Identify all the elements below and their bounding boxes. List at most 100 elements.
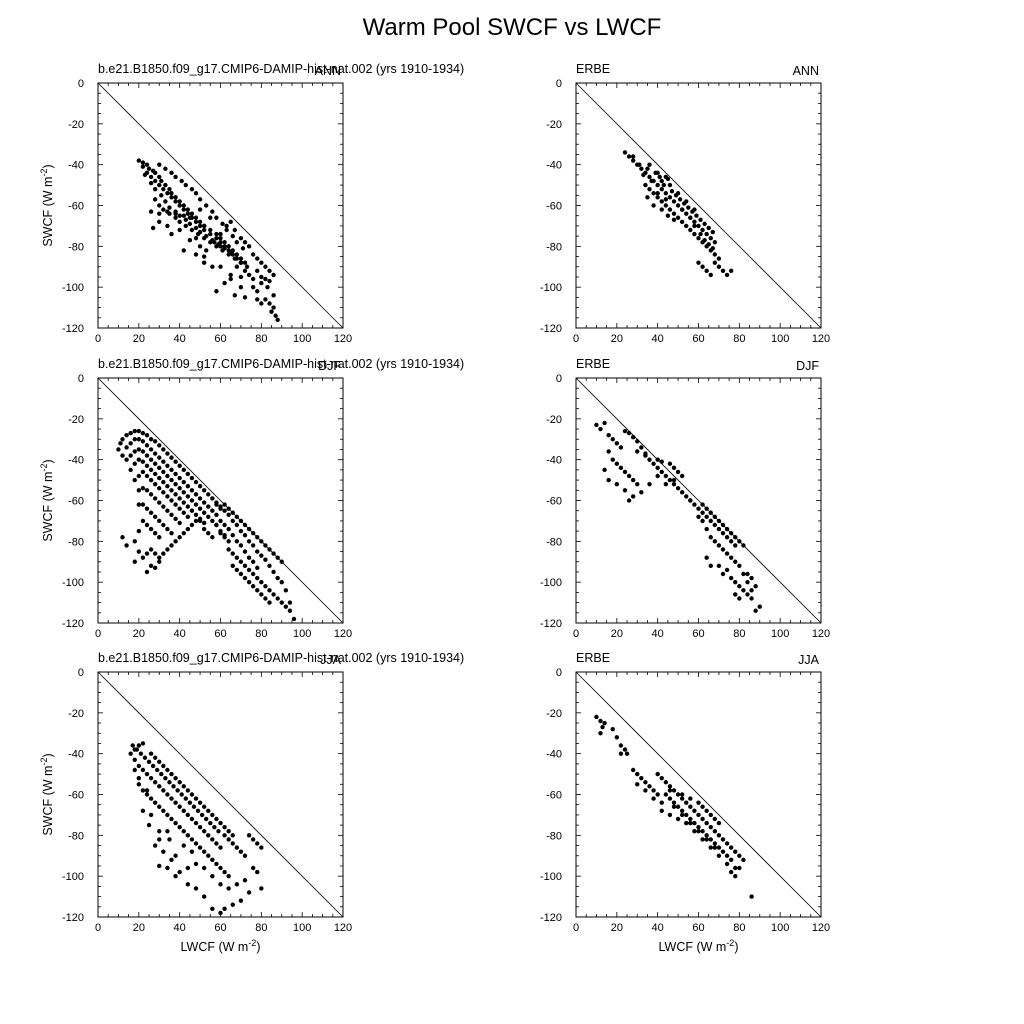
scatter-point <box>148 547 154 552</box>
scatter-point <box>197 219 203 225</box>
scatter-point <box>183 223 188 229</box>
scatter-point <box>144 569 150 575</box>
scatter-point <box>675 816 681 822</box>
scatter-point <box>696 260 701 265</box>
scatter-point <box>169 816 174 822</box>
scatter-point <box>663 481 669 487</box>
scatter-point <box>152 530 158 536</box>
y-tick-label: 0 <box>78 78 84 90</box>
scatter-point <box>214 502 219 507</box>
scatter-point <box>201 865 207 871</box>
scatter-point <box>246 890 252 895</box>
scatter-point <box>712 816 718 822</box>
scatter-point <box>201 223 207 229</box>
scatter-point <box>238 260 244 265</box>
scatter-point <box>728 530 734 536</box>
scatter-point <box>647 162 652 167</box>
scatter-point <box>132 539 137 544</box>
scatter-point <box>140 741 146 746</box>
scatter-point <box>275 555 280 560</box>
scatter-point <box>704 808 709 814</box>
scatter-point <box>181 479 186 485</box>
scatter-point <box>152 451 158 456</box>
scatter-point <box>193 861 199 867</box>
scatter-point <box>704 555 709 560</box>
scatter-point <box>120 453 125 458</box>
scatter-point <box>724 535 730 540</box>
scatter-point <box>169 191 174 196</box>
scatter-point <box>228 276 233 282</box>
scatter-point <box>649 178 654 184</box>
scatter-point <box>169 512 174 517</box>
scatter-point <box>255 256 260 261</box>
scatter-point <box>201 500 207 505</box>
scatter-point <box>238 898 244 903</box>
scatter-point <box>201 849 207 854</box>
scatter-point <box>152 481 158 487</box>
scatter-point <box>618 743 624 748</box>
scatter-point <box>626 473 632 479</box>
scatter-point <box>671 481 677 487</box>
scatter-point <box>291 616 297 622</box>
scatter-point <box>218 506 223 511</box>
y-tick-label: -100 <box>540 282 562 294</box>
scatter-point <box>185 788 191 793</box>
scatter-point <box>665 213 671 218</box>
scatter-point <box>244 264 250 269</box>
scatter-point <box>210 518 215 524</box>
x-tick-label: 0 <box>573 628 579 640</box>
scatter-point <box>197 800 203 805</box>
scatter-point <box>161 459 166 464</box>
scatter-point <box>733 865 738 871</box>
scatter-point <box>630 477 636 483</box>
x-tick-label: 80 <box>733 628 745 640</box>
scatter-point <box>712 522 718 528</box>
scatter-point <box>238 274 244 280</box>
scatter-point <box>169 231 174 237</box>
scatter-point <box>152 197 158 202</box>
scatter-point <box>667 195 673 200</box>
scatter-point <box>228 219 233 225</box>
scatter-point <box>700 837 705 842</box>
scatter-point <box>220 248 225 253</box>
scatter-point <box>163 199 168 204</box>
scatter-point <box>655 191 660 196</box>
scatter-point <box>688 498 693 503</box>
scatter-point <box>148 209 154 214</box>
scatter-point <box>622 428 628 434</box>
scatter-point <box>150 225 156 231</box>
scatter-point <box>283 588 289 593</box>
scatter-point <box>655 771 660 777</box>
scatter-point <box>626 498 632 503</box>
scatter-point <box>667 788 673 793</box>
panel-ann-erbe: 0 20 40 60 80 100 120 0 -20 -40 -60 -80 -100 -120 ERBE… <box>540 62 830 345</box>
scatter-point <box>696 235 701 241</box>
scatter-point <box>663 174 669 180</box>
scatter-point <box>700 518 705 524</box>
scatter-point <box>140 459 146 464</box>
scatter-point <box>230 902 235 907</box>
scatter-point <box>679 812 685 818</box>
scatter-point <box>210 508 215 513</box>
scatter-point <box>250 284 256 290</box>
x-tick-label: 20 <box>611 628 623 640</box>
scatter-point <box>177 463 182 468</box>
scatter-point <box>606 432 611 438</box>
scatter-point <box>651 788 656 793</box>
scatter-point <box>140 518 146 524</box>
scatter-point <box>283 604 289 609</box>
scatter-point <box>157 555 162 560</box>
scatter-point <box>157 174 162 180</box>
scatter-point <box>724 861 730 867</box>
x-tick-label: 100 <box>293 922 311 934</box>
scatter-point <box>165 463 170 468</box>
scatter-point <box>630 767 636 773</box>
scatter-point <box>142 172 148 178</box>
scatter-point <box>246 272 252 278</box>
scatter-point <box>177 203 182 208</box>
scatter-point <box>679 473 685 479</box>
scatter-point <box>263 297 268 302</box>
scatter-point <box>728 555 734 560</box>
scatter-point <box>185 526 191 532</box>
scatter-point <box>688 804 693 809</box>
